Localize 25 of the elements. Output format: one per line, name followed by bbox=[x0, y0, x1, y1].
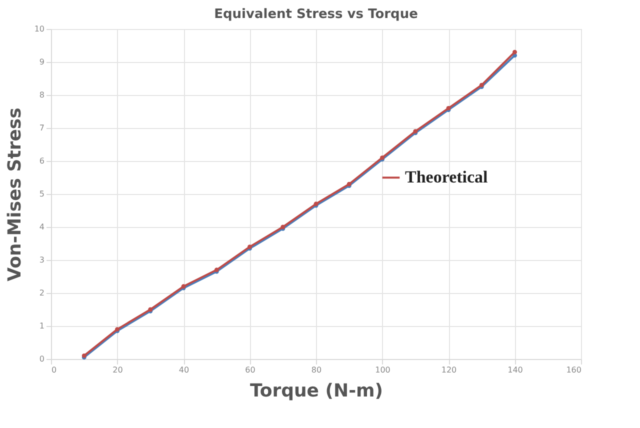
point bbox=[512, 50, 517, 54]
y-tick-label: 1 bbox=[39, 322, 44, 330]
y-tick-label: 3 bbox=[39, 256, 44, 264]
x-tick-label: 140 bbox=[508, 366, 523, 374]
legend-label: Theoretical bbox=[405, 168, 488, 187]
y-tick-label: 10 bbox=[34, 24, 44, 34]
y-tick-label: 4 bbox=[39, 222, 44, 232]
y-axis-title: Von-Mises Stress bbox=[4, 108, 26, 282]
x-tick-label: 60 bbox=[245, 366, 256, 374]
y-tick-label: 0 bbox=[39, 354, 44, 364]
chart-title: Equivalent Stress vs Torque bbox=[214, 7, 418, 22]
y-tick-label: 8 bbox=[39, 90, 44, 100]
x-tick-label: 40 bbox=[178, 366, 190, 374]
x-tick-label: 20 bbox=[112, 366, 123, 374]
x-tick-label: 120 bbox=[441, 366, 457, 374]
y-tick-label: 2 bbox=[39, 288, 44, 298]
y-tick-label: 9 bbox=[39, 58, 44, 66]
x-tick-label: 0 bbox=[52, 366, 57, 374]
y-tick-label: 5 bbox=[39, 190, 44, 198]
x-tick-label: 160 bbox=[566, 366, 582, 374]
y-tick-label: 7 bbox=[39, 124, 44, 132]
x-tick-label: 80 bbox=[311, 366, 322, 374]
x-axis-title: Torque (N-m) bbox=[250, 380, 384, 402]
y-tick-label: 6 bbox=[39, 156, 44, 166]
x-tick-label: 100 bbox=[375, 366, 390, 374]
